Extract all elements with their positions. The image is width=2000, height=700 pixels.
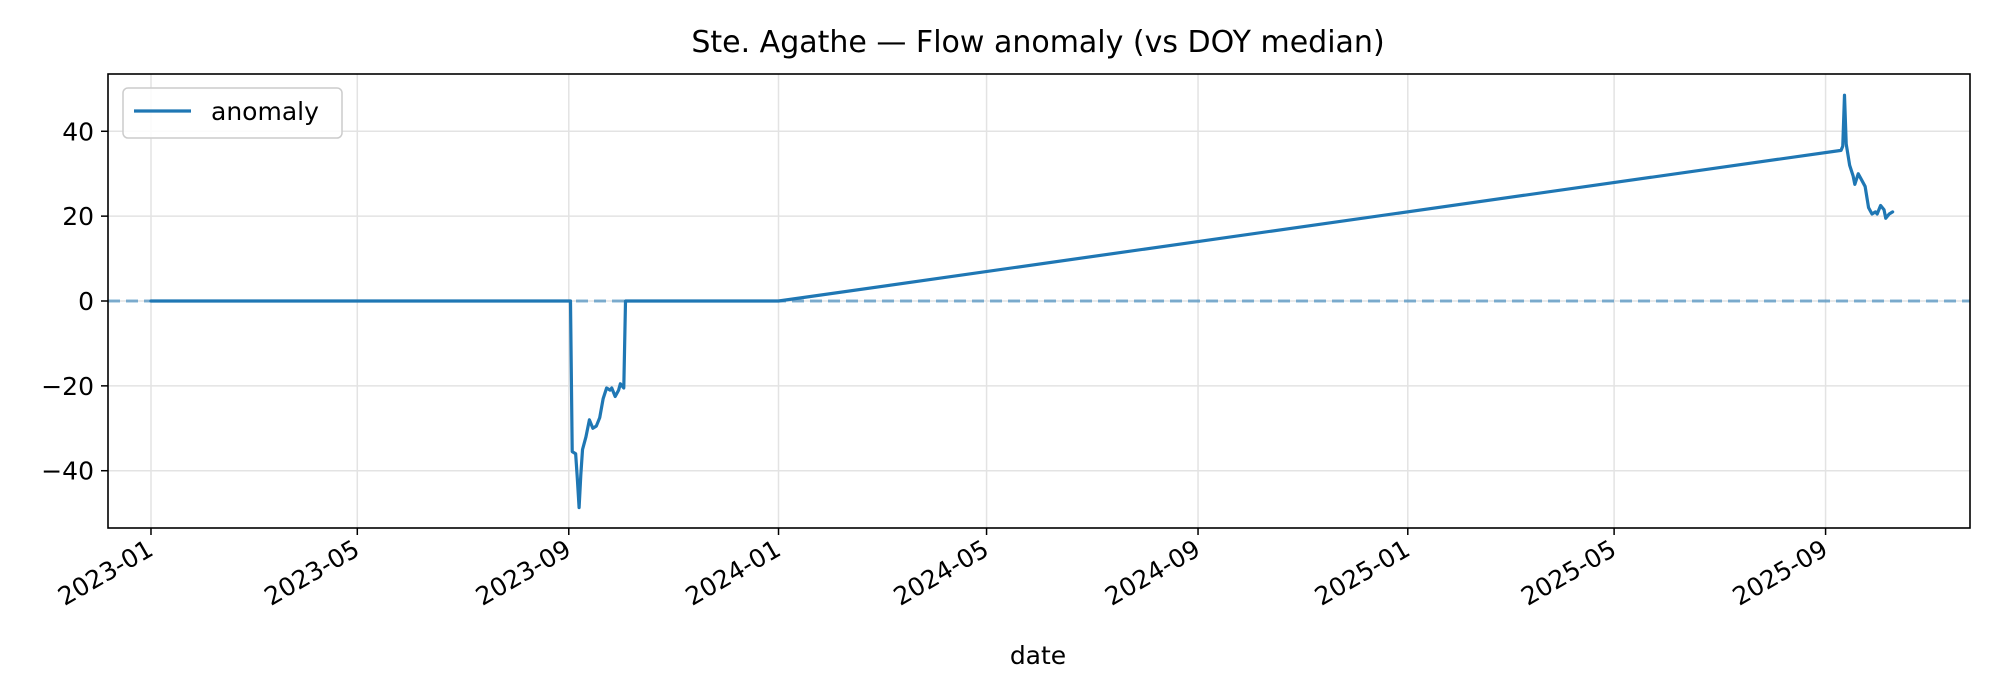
series-layer (149, 93, 1895, 510)
y-tick-label: 40 (62, 117, 94, 146)
legend: anomaly (122, 87, 343, 139)
chart-title: Ste. Agathe — Flow anomaly (vs DOY media… (691, 25, 1384, 60)
y-tick-label: −40 (41, 457, 94, 486)
y-tick-label: 0 (78, 287, 94, 316)
x-axis-label: date (1010, 641, 1066, 670)
legend-box (122, 87, 343, 139)
y-tick-label: 20 (62, 202, 94, 231)
legend-label: anomaly (211, 97, 319, 126)
y-axis: −40 −20 0 20 40 (41, 117, 108, 486)
y-tick-label: −20 (41, 372, 94, 401)
anomaly-series-line (149, 93, 1895, 510)
grid (108, 74, 1970, 528)
